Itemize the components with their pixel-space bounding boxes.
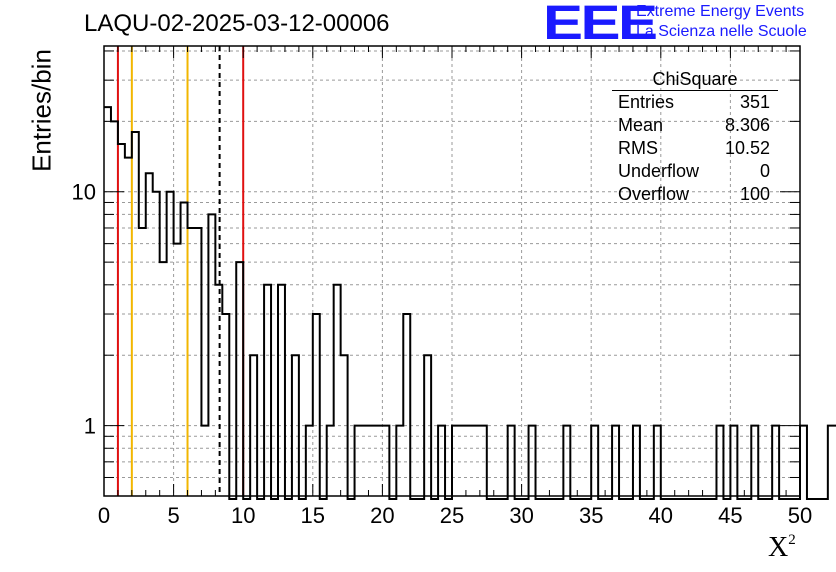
x-tick-label: 0 <box>98 503 110 528</box>
logo-line-1: Extreme Energy Events <box>636 3 805 20</box>
x-tick-label: 35 <box>579 503 603 528</box>
x-tick-label: 45 <box>718 503 742 528</box>
stats-row: Entries 351 <box>612 91 778 114</box>
stats-label: Underflow <box>618 161 700 181</box>
y-axis-label: Entries/bin <box>26 49 57 172</box>
stats-value: 351 <box>739 92 770 112</box>
stats-label: Overflow <box>618 184 690 204</box>
y-tick-label: 1 <box>84 414 96 439</box>
stats-row: RMS 10.52 <box>612 137 778 160</box>
stats-row: Underflow 0 <box>612 160 778 183</box>
x-tick-label: 40 <box>649 503 673 528</box>
histogram-outline <box>104 106 836 500</box>
stats-row: Mean 8.306 <box>612 114 778 137</box>
x-tick-label: 50 <box>788 503 812 528</box>
stats-row: Overflow 100 <box>612 183 778 206</box>
x-tick-label: 30 <box>509 503 533 528</box>
stats-title: ChiSquare <box>612 68 778 91</box>
x-tick-label: 25 <box>440 503 464 528</box>
x-axis-label-sup: 2 <box>788 532 796 548</box>
y-tick-labels: 1 10 <box>72 180 96 439</box>
stats-value: 0 <box>759 161 770 181</box>
stats-value: 8.306 <box>724 115 770 135</box>
x-axis-label-base: X <box>768 532 789 563</box>
chart-title: LAQU-02-2025-03-12-00006 <box>84 10 390 37</box>
logo-text: Extreme Energy Events La Scienza nelle S… <box>636 2 807 42</box>
stats-label: Mean <box>618 115 664 135</box>
stats-box: ChiSquare Entries 351 Mean 8.306 RMS 10.52 … <box>612 68 778 206</box>
logo-line-2: La Scienza nelle Scuole <box>636 23 807 40</box>
y-tick-label: 10 <box>72 180 96 205</box>
stats-label: RMS <box>618 138 658 158</box>
x-tick-label: 10 <box>231 503 255 528</box>
x-axis-label: X2 <box>768 532 796 564</box>
x-tick-label: 20 <box>370 503 394 528</box>
stats-value: 100 <box>739 184 770 204</box>
stats-value: 10.52 <box>724 138 770 158</box>
eee-logo: EEE <box>543 0 658 50</box>
axis-ticks <box>103 46 801 497</box>
stats-label: Entries <box>618 92 675 112</box>
x-tick-label: 5 <box>167 503 179 528</box>
x-tick-labels: 0 5 10 15 20 25 30 35 40 45 50 <box>98 503 812 528</box>
x-tick-label: 15 <box>301 503 325 528</box>
